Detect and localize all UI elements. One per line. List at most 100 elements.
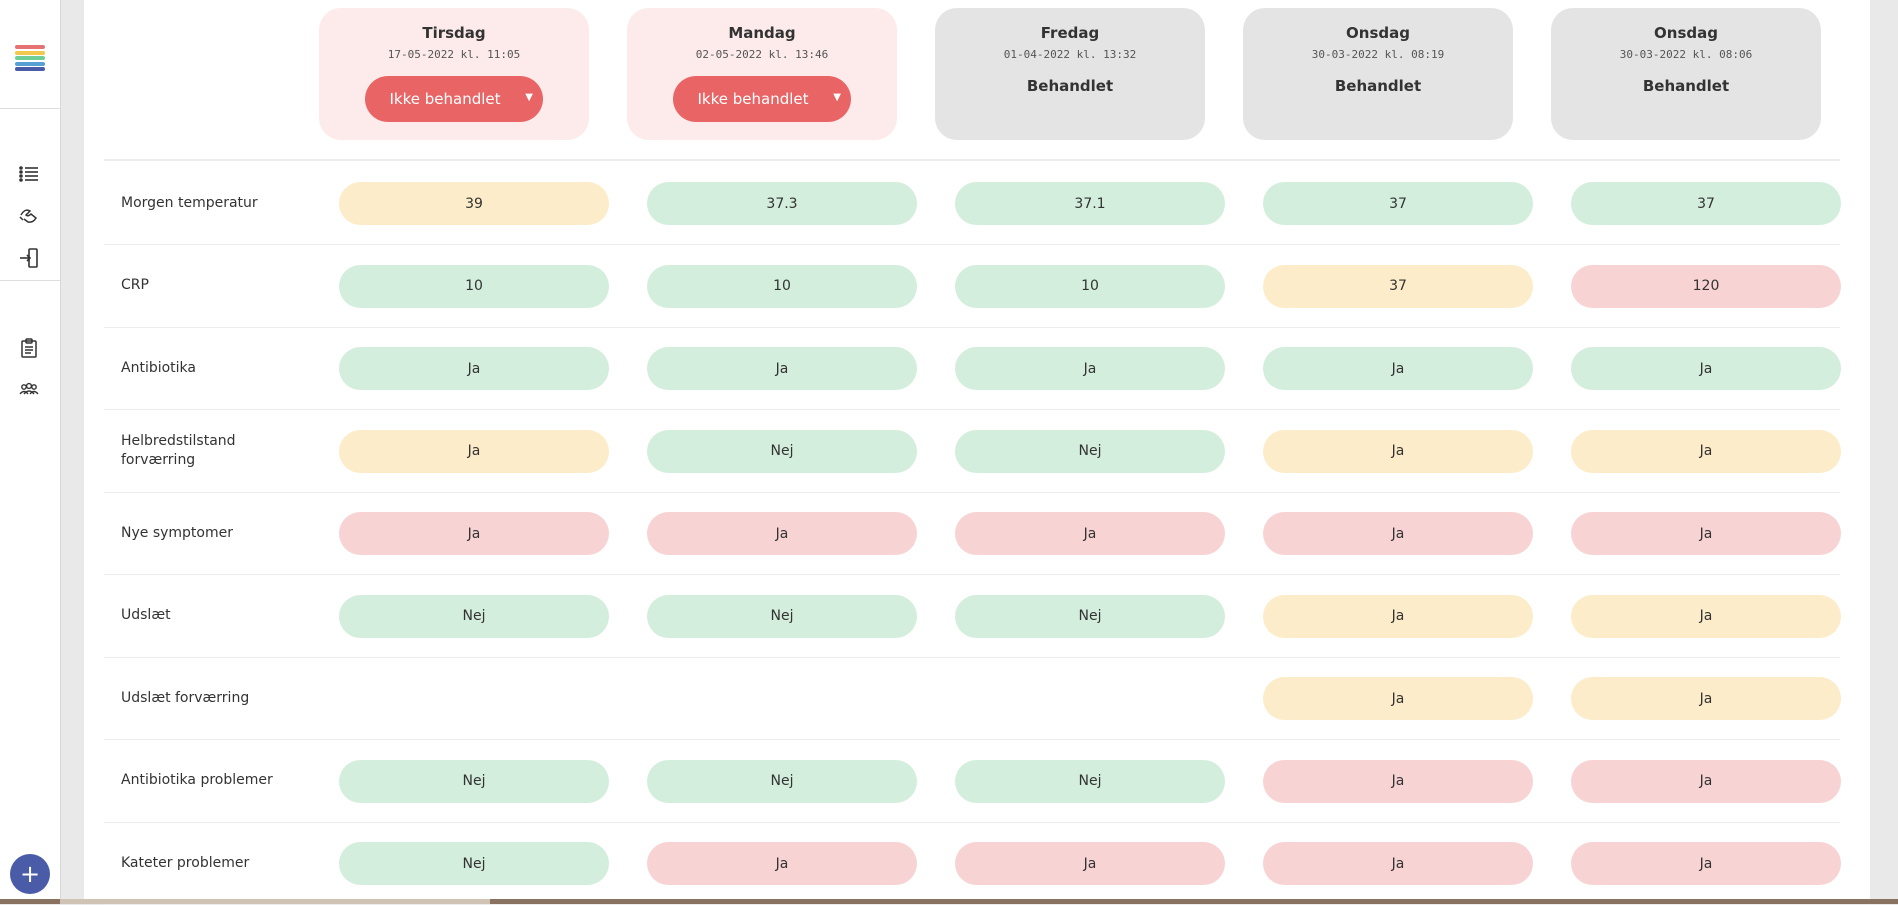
column-day: Onsdag [1346,24,1410,42]
value-cell: Nej [339,594,609,638]
sidebar-divider [0,108,60,109]
column-day: Onsdag [1654,24,1718,42]
status-text: Behandlet [1642,77,1730,95]
value-cell: Nej [647,594,917,638]
table-row: Morgen temperatur 39 37.3 37.1 37 37 [104,162,1841,245]
column-date: 30-03-2022 kl. 08:06 [1619,48,1753,61]
value-cell: Ja [1263,759,1533,803]
value-cell: Ja [1571,677,1841,720]
value-cell: Ja [647,512,917,555]
column-header: Tirsdag 17-05-2022 kl. 11:05 Ikke behand… [319,8,589,140]
value-cell: Ja [647,842,917,885]
value-cell: Ja [1263,512,1533,555]
row-label: Morgen temperatur [121,194,258,211]
logout-icon[interactable] [16,245,42,271]
bottom-bar-segment [60,899,490,904]
status-label: Ikke behandlet [697,90,809,108]
main-content: Tirsdag 17-05-2022 kl. 11:05 Ikke behand… [84,0,1870,905]
value-cell: Ja [1263,677,1533,720]
column-day: Fredag [1040,24,1100,42]
row-label: Kateter problemer [121,854,250,871]
status-dropdown-button[interactable]: Ikke behandlet ▼ [365,76,543,122]
caret-down-icon: ▼ [525,92,533,103]
value-cell: Ja [1263,347,1533,390]
sidebar-divider [0,280,60,281]
value-cell: 10 [955,264,1225,308]
value-cell: Nej [955,594,1225,638]
value-cell: Nej [955,759,1225,803]
logo-stripe [15,50,45,55]
column-day: Tirsdag [422,24,486,42]
value-cell: Ja [339,347,609,390]
value-cell: 37.1 [955,182,1225,225]
value-cell: 39 [339,182,609,225]
handshake-icon[interactable] [16,203,42,229]
column-date: 17-05-2022 kl. 11:05 [387,48,521,61]
sidebar: + [0,0,61,904]
value-cell: Nej [647,759,917,803]
value-cell: Ja [1571,594,1841,638]
value-cell: Ja [647,347,917,390]
table-row: Udslæt forværring Ja Ja [104,657,1841,740]
logo-stripe [15,67,45,71]
column-date: 30-03-2022 kl. 08:19 [1311,48,1445,61]
value-cell: Nej [339,842,609,885]
status-text: Behandlet [1026,77,1114,95]
value-cell: Ja [1571,842,1841,885]
add-button[interactable]: + [10,854,50,894]
table-row: Helbredstilstand forværring Ja Nej Nej Ja Ja [104,410,1841,493]
caret-down-icon: ▼ [833,92,841,103]
logo-stripe [15,61,45,66]
value-cell [955,677,1225,720]
table-row: Antibiotika problemer Nej Nej Nej Ja Ja [104,740,1841,823]
table-row: Antibiotika Ja Ja Ja Ja Ja [104,327,1841,410]
table-row: Kateter problemer Nej Ja Ja Ja Ja [104,822,1841,905]
status-label: Ikke behandlet [389,90,501,108]
row-label: Antibiotika problemer [121,772,273,788]
value-cell: Ja [1571,429,1841,473]
value-cell: Nej [647,429,917,473]
value-cell: Ja [1571,512,1841,555]
logo-stripe [15,45,45,49]
value-cell: 37 [1571,182,1841,225]
app-logo[interactable] [15,45,45,71]
column-day: Mandag [728,24,796,42]
column-header: Onsdag 30-03-2022 kl. 08:06 Behandlet [1551,8,1821,140]
row-label: Udslæt [121,607,171,623]
value-cell: Ja [339,429,609,473]
table-row: CRP 10 10 10 37 120 [104,245,1841,328]
header-divider [104,159,1840,161]
value-cell: Ja [1263,429,1533,473]
row-label: Udslæt forværring [121,689,250,706]
clipboard-icon[interactable] [16,335,42,361]
value-cell: 37 [1263,264,1533,308]
value-cell: Nej [339,759,609,803]
value-cell: Ja [339,512,609,555]
table-row: Nye symptomer Ja Ja Ja Ja Ja [104,492,1841,575]
row-label: Nye symptomer [121,524,233,541]
column-date: 01-04-2022 kl. 13:32 [1003,48,1137,61]
row-label: Helbredstilstand forværring [121,432,236,468]
value-cell [339,677,609,720]
value-cell: 10 [339,264,609,308]
status-dropdown-button[interactable]: Ikke behandlet ▼ [673,76,851,122]
row-label: CRP [121,277,149,293]
value-cell: 120 [1571,264,1841,308]
row-label: Antibiotika [121,359,196,376]
value-cell: Ja [1571,759,1841,803]
value-cell: Ja [955,842,1225,885]
value-cell: Ja [1263,594,1533,638]
logo-stripe [15,56,45,60]
group-icon[interactable] [16,377,42,403]
column-date: 02-05-2022 kl. 13:46 [695,48,829,61]
column-header: Fredag 01-04-2022 kl. 13:32 Behandlet [935,8,1205,140]
list-icon[interactable] [16,161,42,187]
value-cell: 10 [647,264,917,308]
column-header: Mandag 02-05-2022 kl. 13:46 Ikke behandl… [627,8,897,140]
table-row: Udslæt Nej Nej Nej Ja Ja [104,575,1841,658]
value-cell: 37 [1263,182,1533,225]
value-cell: Nej [955,429,1225,473]
value-cell: Ja [1571,347,1841,390]
value-cell: Ja [955,512,1225,555]
value-cell [647,677,917,720]
